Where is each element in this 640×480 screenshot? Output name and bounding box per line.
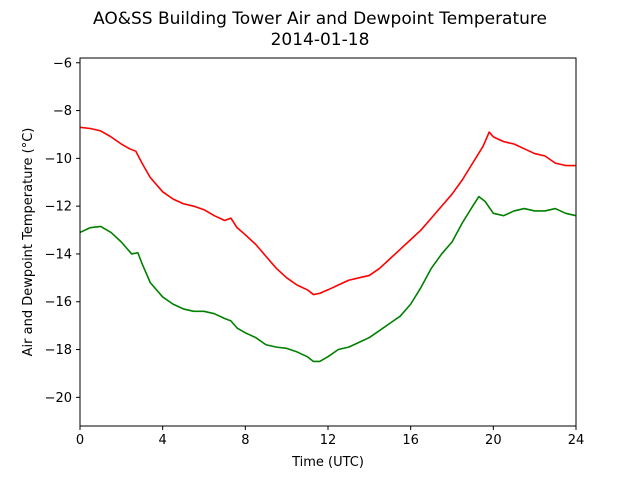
y-tick-label: −20	[45, 391, 72, 406]
y-tick-label: −16	[45, 295, 72, 310]
x-tick-label: 20	[485, 433, 502, 448]
x-tick-label: 16	[402, 433, 419, 448]
y-axis: −20 −18 −16 −14 −12 −10 −8 −6	[45, 56, 80, 406]
series-line-0	[79, 126, 576, 296]
y-tick-label: −12	[45, 200, 72, 215]
y-tick-label: −8	[53, 104, 72, 119]
y-tick-label: −14	[45, 247, 72, 262]
x-tick-label: 4	[159, 433, 167, 448]
x-tick-label: 8	[241, 433, 249, 448]
plot-frame	[79, 57, 577, 427]
chart-subtitle: 2014-01-18	[271, 30, 370, 50]
x-axis: 0 4 8 12 16 20 24	[76, 426, 584, 448]
y-tick-label: −6	[53, 56, 72, 71]
x-tick-label: 12	[320, 433, 337, 448]
series-layer	[79, 126, 577, 363]
x-tick-label: 24	[568, 433, 585, 448]
y-tick-label: −18	[45, 343, 72, 358]
y-axis-label: Air and Dewpoint Temperature (°C)	[21, 128, 36, 357]
series-line-1	[79, 195, 577, 363]
x-tick-label: 0	[76, 433, 84, 448]
chart-title: AO&SS Building Tower Air and Dewpoint Te…	[93, 9, 547, 29]
plot-area: 0 4 8 12 16 20 24 −20 −18 −16 −14 −12 −10 −8 −6	[45, 56, 585, 448]
y-tick-label: −10	[45, 152, 72, 167]
x-axis-label: Time (UTC)	[291, 455, 364, 470]
